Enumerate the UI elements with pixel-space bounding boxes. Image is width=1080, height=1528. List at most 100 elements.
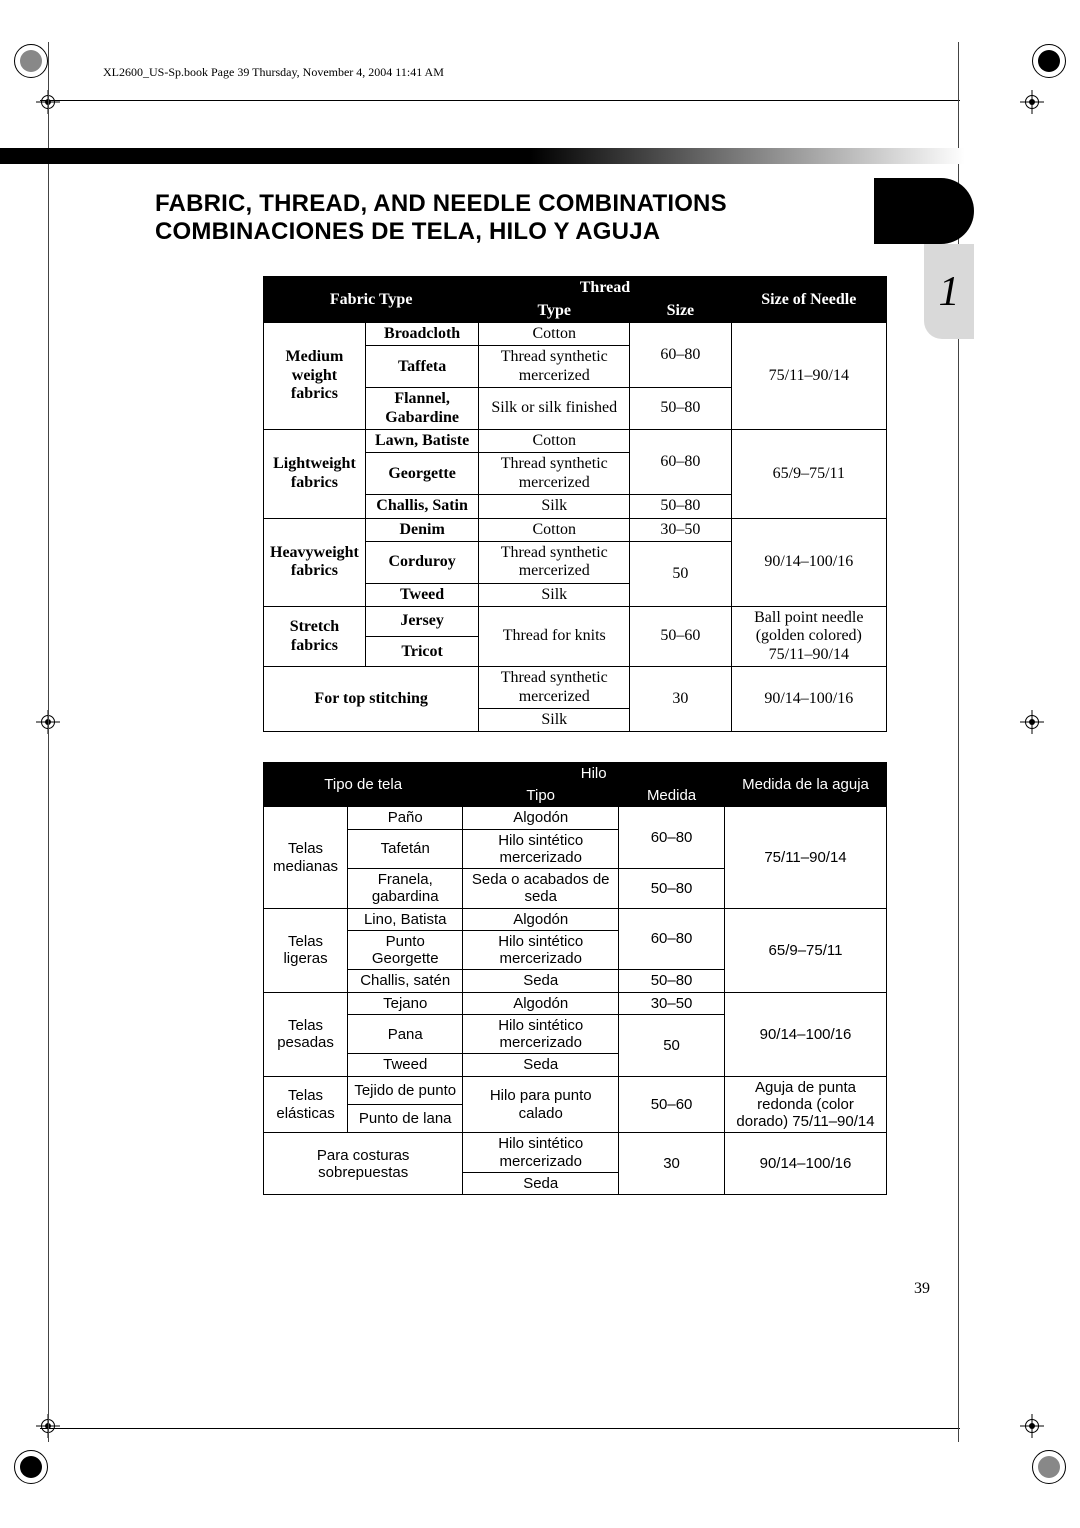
cat-light: Lightweight fabrics [264,429,366,518]
cell: Silk or silk finished [479,388,630,430]
cell: Hilo para punto calado [463,1076,619,1133]
crop-circle-tr [1032,44,1066,78]
cell: 65/9–75/11 [731,429,886,518]
cell: Algodón [463,908,619,930]
th-size: Size [630,300,731,323]
cat-topstitch: For top stitching [264,667,479,732]
cell: Algodón [463,992,619,1014]
cat-medianas: Telas medianas [264,807,348,908]
cell: Lawn, Batiste [365,429,478,452]
cell: Hilo sintético mercerizado [463,1014,619,1054]
cat-ligeras: Telas ligeras [264,908,348,992]
cell: Tejano [348,992,463,1014]
cat-medium: Medium weight fabrics [264,323,366,430]
chapter-number: 1 [939,268,960,316]
table-english: Fabric Type Thread Size of Needle Type S… [263,276,887,732]
cell: Hilo sintético mercerizado [463,829,619,869]
cell: Thread synthetic mercerized [479,346,630,388]
cell: Hilo sintético mercerizado [463,930,619,970]
cat-elasticas: Telas elásticas [264,1076,348,1133]
cell: Aguja de punta redonda (color dorado) 75… [725,1076,887,1133]
rule-left [48,42,49,1442]
cell: Thread for knits [479,607,630,667]
th-tipo: Tipo [463,785,619,807]
cell: Challis, Satin [365,495,478,518]
th-fabric-type: Fabric Type [264,277,479,323]
cell: Taffeta [365,346,478,388]
cell: Tweed [348,1054,463,1076]
cell: 65/9–75/11 [725,908,887,992]
cell: Seda [463,1054,619,1076]
cell: Tejido de punto [348,1076,463,1104]
cell: 50–60 [619,1076,725,1133]
cell: 50–60 [630,607,731,667]
cell: 50–80 [619,970,725,992]
cell: Seda [463,1172,619,1194]
title-es: COMBINACIONES DE TELA, HILO Y AGUJA [155,218,875,246]
cell: 90/14–100/16 [725,1133,887,1195]
cell: Jersey [365,607,478,637]
cell: 90/14–100/16 [725,992,887,1076]
cell: Pana [348,1014,463,1054]
cell: 50–80 [630,495,731,518]
title-arc-icon [874,178,974,244]
cell: Georgette [365,453,478,495]
th-medida: Medida [619,785,725,807]
rule-bottom [40,1428,960,1429]
crop-circle-bl [14,1450,48,1484]
title-block: FABRIC, THREAD, AND NEEDLE COMBINATIONS … [155,190,875,246]
cell: Thread synthetic mercerized [479,541,630,583]
cell: Denim [365,518,478,541]
cell: Paño [348,807,463,829]
cell: Broadcloth [365,323,478,346]
cell: 30 [630,667,731,732]
gradient-bar [0,148,965,164]
th-hilo: Hilo [463,763,725,785]
cell: 60–80 [630,323,731,388]
cell: Algodón [463,807,619,829]
cat-pesadas: Telas pesadas [264,992,348,1076]
cell: Thread synthetic mercerized [479,667,630,709]
cell: 50–80 [619,869,725,909]
cell: 75/11–90/14 [731,323,886,430]
reg-mark [1020,1414,1044,1438]
cell: Tweed [365,583,478,606]
cell: 50 [630,541,731,606]
cell: 30–50 [619,992,725,1014]
chapter-tab: 1 [924,244,974,339]
cell: 90/14–100/16 [731,667,886,732]
cell: Ball point needle (golden colored) 75/11… [731,607,886,667]
th-tipo-tela: Tipo de tela [264,763,463,807]
cat-sobrepuestas: Para costuras sobrepuestas [264,1133,463,1195]
cell: 60–80 [619,908,725,970]
cell: Franela, gabardina [348,869,463,909]
table-spanish: Tipo de tela Hilo Medida de la aguja Tip… [263,762,887,1195]
book-header: XL2600_US-Sp.book Page 39 Thursday, Nove… [103,65,444,80]
reg-mark [1020,90,1044,114]
cell: Cotton [479,429,630,452]
crop-circle-tl [14,44,48,78]
reg-mark [1020,710,1044,734]
cell: Cotton [479,518,630,541]
title-en: FABRIC, THREAD, AND NEEDLE COMBINATIONS [155,190,875,218]
cell: 50 [619,1014,725,1076]
th-thread: Thread [479,277,731,300]
cell: 60–80 [630,429,731,494]
cell: Seda [463,970,619,992]
cell: Silk [479,495,630,518]
th-aguja: Medida de la aguja [725,763,887,807]
cell: Tricot [365,637,478,667]
cell: Punto de lana [348,1105,463,1133]
cell: Challis, satén [348,970,463,992]
th-type: Type [479,300,630,323]
cat-heavy: Heavyweight fabrics [264,518,366,607]
cell: Hilo sintético mercerizado [463,1133,619,1173]
page-number: 39 [914,1280,930,1298]
cell: Silk [479,583,630,606]
cell: Cotton [479,323,630,346]
cell: Silk [479,709,630,732]
cell: Flannel, Gabardine [365,388,478,430]
cat-stretch: Stretch fabrics [264,607,366,667]
cell: Punto Georgette [348,930,463,970]
cell: 30 [619,1133,725,1195]
